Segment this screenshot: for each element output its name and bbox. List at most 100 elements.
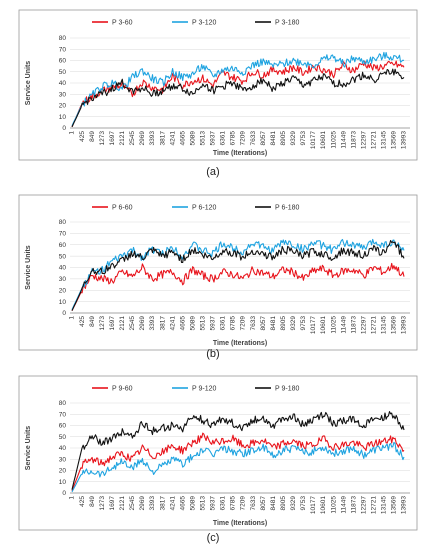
legend-label: P 3-120 (192, 20, 216, 27)
x-tick-label: 12721 (371, 496, 378, 514)
x-tick-label: 3393 (149, 496, 156, 511)
x-tick-label: 9753 (300, 496, 307, 511)
x-tick-label: 5089 (189, 131, 196, 146)
y-tick-label: 50 (59, 69, 67, 76)
x-tick-label: 7633 (250, 496, 257, 511)
x-tick-label: 11449 (340, 131, 347, 149)
x-tick-label: 10177 (310, 316, 317, 334)
x-tick-label: 3393 (149, 316, 156, 331)
x-tick-label: 13569 (391, 316, 398, 334)
x-tick-label: 13569 (391, 496, 398, 514)
panel-caption: (c) (207, 532, 220, 544)
x-tick-label: 5513 (200, 496, 207, 511)
x-tick-label: 10601 (320, 131, 327, 149)
x-tick-label: 5089 (189, 496, 196, 511)
x-tick-label: 849 (89, 316, 96, 327)
panel-a: 0 10 20 30 40 50 60 70 80 1 425 849 1273 1697 2121 2545… (18, 9, 418, 178)
chart-frame (18, 9, 418, 161)
x-tick-label: 9329 (290, 496, 297, 511)
x-tick-label: 5513 (200, 316, 207, 331)
x-tick-label: 4241 (169, 131, 176, 146)
x-tick-label: 849 (89, 496, 96, 507)
x-tick-label: 13993 (401, 496, 408, 514)
x-tick-label: 9753 (300, 131, 307, 146)
x-axis-title: Time (Iterations) (213, 150, 267, 157)
legend-label: P 6-60 (112, 205, 133, 212)
series-line (71, 441, 405, 493)
y-tick-label: 70 (59, 231, 67, 238)
x-tick-label: 425 (79, 496, 86, 507)
x-tick-label: 9753 (300, 316, 307, 331)
x-tick-label: 3817 (159, 496, 166, 511)
x-tick-label: 2545 (129, 496, 136, 511)
legend-label: P 9-180 (275, 386, 299, 393)
x-tick-label: 8481 (270, 131, 277, 146)
x-tick-label: 3817 (159, 316, 166, 331)
x-tick-label: 1 (69, 496, 76, 500)
panel-c: 0 10 20 30 40 50 60 70 80 1 425 849 1273 1697 2121 2545… (18, 375, 418, 544)
x-tick-label: 1273 (99, 496, 106, 511)
legend-label: P 6-120 (192, 205, 216, 212)
x-tick-label: 2969 (139, 316, 146, 331)
x-tick-label: 13569 (391, 131, 398, 149)
panel-caption: (a) (206, 166, 219, 178)
legend-label: P 9-120 (192, 386, 216, 393)
x-tick-label: 1273 (99, 131, 106, 146)
legend-label: P 9-60 (112, 386, 133, 393)
x-tick-label: 12297 (360, 131, 367, 149)
x-tick-label: 2121 (119, 131, 126, 146)
x-tick-label: 13145 (381, 316, 388, 334)
x-tick-label: 12297 (360, 496, 367, 514)
x-tick-label: 2969 (139, 131, 146, 146)
x-tick-label: 11449 (340, 496, 347, 514)
x-tick-label: 11449 (340, 316, 347, 334)
x-tick-label: 4241 (169, 496, 176, 511)
x-tick-label: 2121 (119, 316, 126, 331)
y-tick-label: 10 (59, 479, 67, 486)
x-tick-label: 1697 (109, 131, 116, 146)
y-tick-label: 30 (59, 456, 67, 463)
y-tick-label: 40 (59, 80, 67, 87)
y-tick-label: 40 (59, 445, 67, 452)
x-tick-label: 2545 (129, 316, 136, 331)
y-tick-label: 0 (62, 125, 66, 132)
y-tick-label: 80 (59, 35, 67, 42)
y-tick-label: 30 (59, 91, 67, 98)
y-tick-label: 0 (62, 490, 66, 497)
x-tick-label: 10601 (320, 496, 327, 514)
x-tick-label: 1 (69, 316, 76, 320)
x-tick-label: 7633 (250, 316, 257, 331)
y-tick-label: 60 (59, 423, 67, 430)
x-tick-label: 8905 (280, 131, 287, 146)
legend-label: P 3-60 (112, 20, 133, 27)
x-tick-label: 8057 (260, 316, 267, 331)
x-tick-label: 12297 (360, 316, 367, 334)
x-tick-label: 3817 (159, 131, 166, 146)
x-tick-label: 1 (69, 131, 76, 135)
x-tick-label: 5937 (210, 316, 217, 331)
x-tick-label: 1697 (109, 496, 116, 511)
x-tick-label: 11873 (350, 496, 357, 514)
x-tick-label: 6361 (220, 496, 227, 511)
x-tick-label: 13993 (401, 131, 408, 149)
x-tick-label: 13993 (401, 316, 408, 334)
x-tick-label: 1273 (99, 316, 106, 331)
y-tick-label: 0 (62, 310, 66, 317)
x-tick-label: 7209 (240, 131, 247, 146)
x-tick-label: 12721 (371, 131, 378, 149)
x-tick-label: 7633 (250, 131, 257, 146)
panel-caption: (b) (206, 348, 219, 360)
series-line (71, 239, 405, 311)
x-tick-label: 13145 (381, 496, 388, 514)
x-tick-label: 13145 (381, 131, 388, 149)
x-tick-label: 7209 (240, 316, 247, 331)
series-line (71, 262, 405, 311)
x-tick-label: 10601 (320, 316, 327, 334)
x-tick-label: 10177 (310, 131, 317, 149)
x-tick-label: 10177 (310, 496, 317, 514)
y-tick-label: 50 (59, 434, 67, 441)
x-tick-label: 5937 (210, 131, 217, 146)
x-tick-label: 11025 (330, 496, 337, 514)
x-tick-label: 4241 (169, 316, 176, 331)
